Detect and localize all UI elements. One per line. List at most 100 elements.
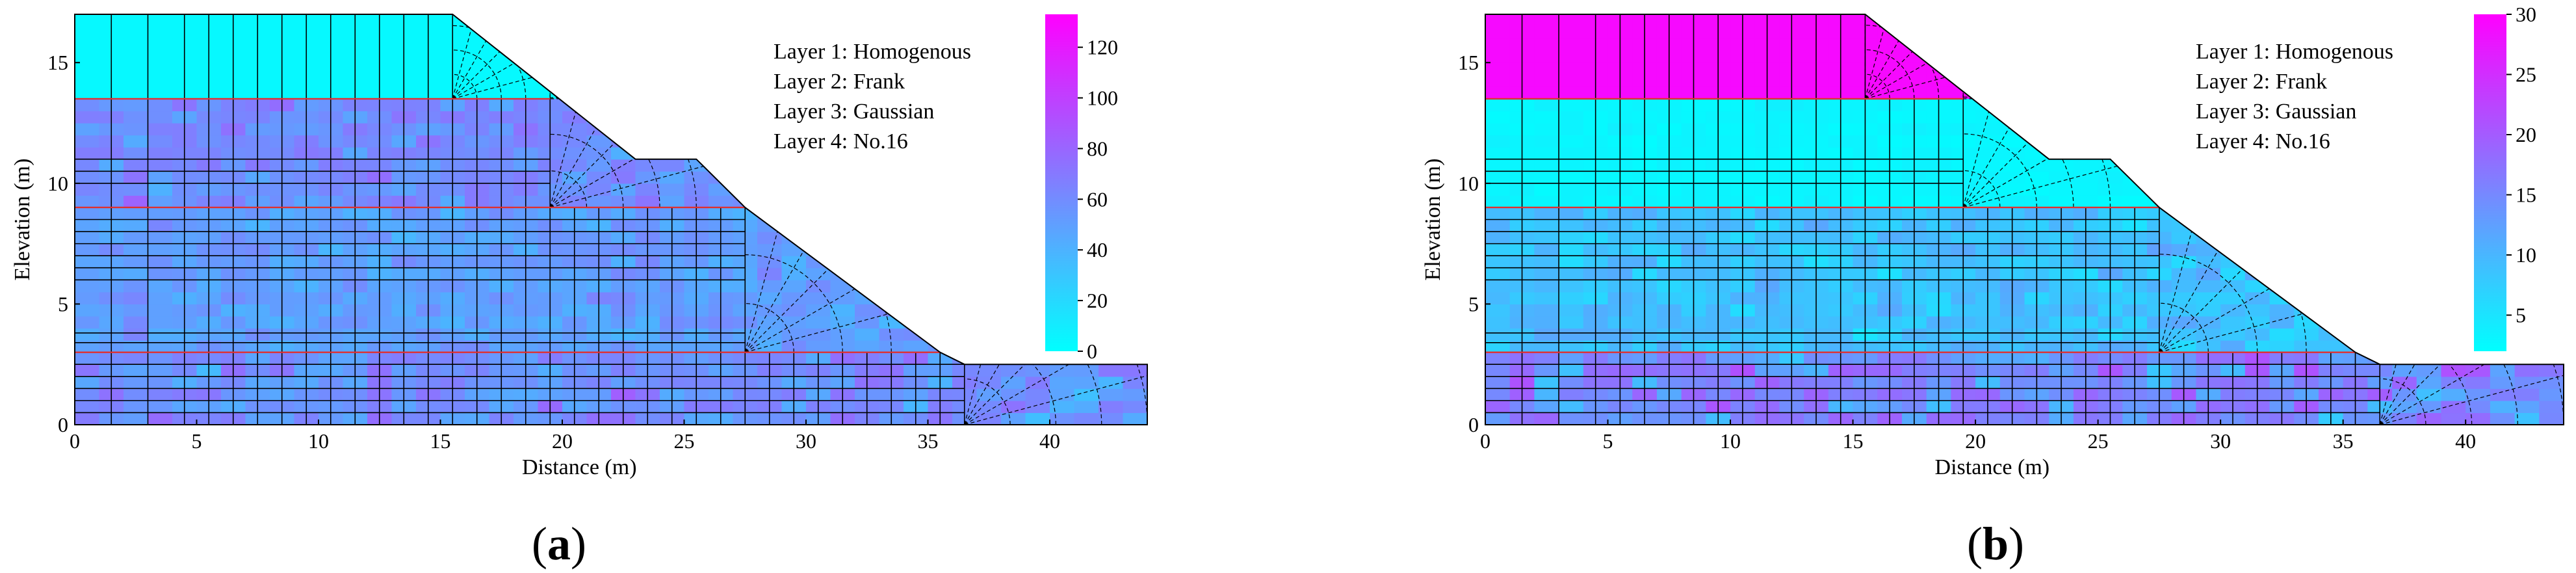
field-cell [2024, 14, 2049, 27]
field-cell [1559, 135, 1584, 148]
field-cell [2367, 232, 2393, 245]
field-cell [2220, 159, 2246, 172]
field-cell [928, 267, 953, 280]
field-cell [2539, 98, 2564, 112]
field-cell [2441, 315, 2466, 329]
field-cell [2147, 50, 2172, 63]
x-axis-label: Distance (m) [1935, 455, 2050, 479]
field-cell [1099, 74, 1124, 87]
field-cell [2098, 98, 2123, 112]
field-cell [2416, 315, 2442, 329]
field-cell [952, 26, 978, 39]
field-cell [2073, 62, 2099, 75]
field-cell [781, 14, 807, 27]
field-cell [2539, 412, 2564, 425]
field-cell [879, 171, 904, 184]
field-cell [75, 159, 100, 172]
field-cell [928, 256, 953, 269]
field-cell [148, 171, 173, 184]
field-cell [855, 14, 880, 27]
field-cell [148, 267, 173, 280]
field-cell [2392, 291, 2417, 305]
field-cell [635, 123, 660, 136]
field-cell [928, 14, 953, 27]
field-cell [2441, 123, 2466, 136]
field-cell [1534, 388, 1559, 401]
field-cell [2196, 171, 2221, 184]
field-cell [830, 340, 855, 353]
field-cell [1999, 171, 2025, 184]
field-cell [904, 340, 929, 353]
field-cell [2392, 183, 2417, 196]
field-cell [75, 14, 100, 27]
field-cell [2392, 87, 2417, 100]
field-cell [2244, 328, 2270, 341]
field-cell [2343, 123, 2368, 136]
field-cell [976, 304, 1002, 317]
field-cell [1975, 135, 2001, 148]
field-cell [855, 26, 880, 39]
y-tick-label: 10 [1458, 172, 1479, 195]
field-cell [1901, 74, 1927, 87]
field-cell [2318, 195, 2344, 208]
field-cell [660, 147, 685, 160]
field-cell [1099, 388, 1124, 401]
field-cell [2269, 171, 2295, 184]
field-cell [2318, 183, 2344, 196]
field-cell [1001, 364, 1026, 377]
field-cell [2244, 171, 2270, 184]
field-cell [684, 135, 709, 148]
field-cell [2416, 207, 2442, 220]
field-cell [124, 291, 149, 305]
field-cell [1099, 159, 1124, 172]
field-cell [1001, 412, 1026, 425]
field-cell [684, 26, 709, 39]
field-cell [2539, 111, 2564, 124]
field-cell [124, 74, 149, 87]
field-cell [465, 26, 490, 39]
panel-b: 0 5 10 15 20 25 30 35 40 0 5 10 15 Distance (m) Elevat… [1421, 3, 2564, 570]
field-cell [2244, 315, 2270, 329]
field-cell [2171, 38, 2197, 51]
field-cell [879, 243, 904, 256]
field-cell [2514, 171, 2540, 184]
field-cell [562, 62, 588, 75]
field-cell [1485, 304, 1511, 317]
field-cell [1001, 183, 1026, 196]
field-cell [124, 219, 149, 232]
field-cell [2367, 26, 2393, 39]
field-cell [879, 159, 904, 172]
field-cell [1099, 364, 1124, 377]
field-cell [1123, 388, 1147, 401]
x-tick-label: 40 [2455, 429, 2476, 453]
field-cell [830, 291, 855, 305]
field-cell [904, 207, 929, 220]
field-cell [2294, 26, 2319, 39]
field-cell [124, 123, 149, 136]
field-cell [1001, 159, 1026, 172]
field-cell [976, 87, 1002, 100]
x-tick-label: 25 [2088, 429, 2109, 453]
field-cell [1074, 123, 1099, 136]
field-cell [1559, 38, 1584, 51]
field-cell [1099, 315, 1124, 329]
field-cell [2514, 267, 2540, 280]
field-cell [806, 183, 831, 196]
field-cell [806, 195, 831, 208]
field-cell [952, 207, 978, 220]
field-cell [2098, 87, 2123, 100]
field-cell [879, 26, 904, 39]
field-cell [75, 315, 100, 329]
field-cell [1999, 123, 2025, 136]
field-cell [1001, 243, 1026, 256]
field-cell [904, 14, 929, 27]
field-cell [976, 50, 1002, 63]
field-cell [586, 135, 612, 148]
field-cell [1123, 219, 1147, 232]
field-cell [611, 171, 636, 184]
field-cell [879, 183, 904, 196]
field-cell [2024, 123, 2049, 136]
field-cell [733, 98, 758, 112]
field-cell [538, 62, 563, 75]
field-cell [2024, 111, 2049, 124]
